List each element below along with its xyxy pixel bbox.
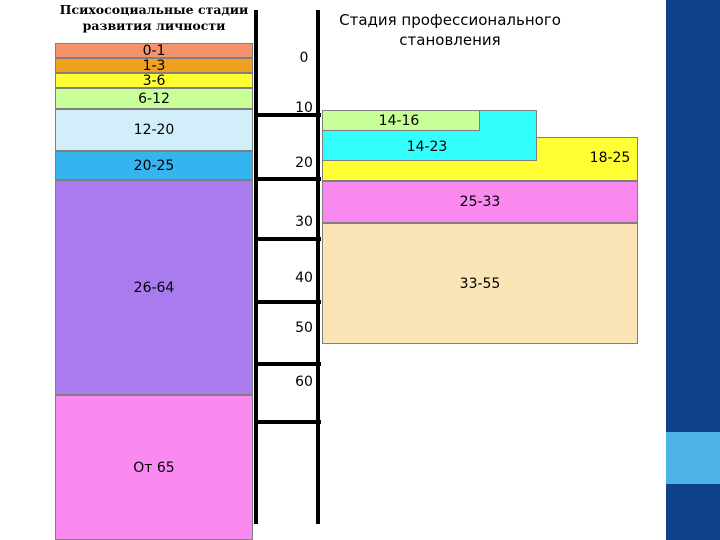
- ruler-tick-50: [254, 362, 321, 366]
- stage-band-26-64: 26-64: [55, 180, 253, 395]
- ruler-tick-30: [254, 237, 321, 241]
- prof-stage-33-55: [322, 223, 638, 344]
- stage-band-6-12: 6-12: [55, 88, 253, 109]
- professional-stages-title: Стадия профессионального становления: [339, 11, 561, 49]
- stage-band-label: 20-25: [133, 157, 175, 174]
- ruler-label-40: 40: [295, 270, 313, 286]
- side-stripe-dark-bottom: [666, 484, 720, 540]
- prof-stage-14-16: [322, 110, 480, 131]
- stage-band-label: 26-64: [133, 279, 175, 296]
- stage-band-label: От 65: [133, 459, 175, 476]
- prof-stage-label-14-23: 14-23: [406, 139, 448, 155]
- stage-band-label: 12-20: [133, 122, 175, 138]
- ruler-tick-10: [254, 113, 321, 117]
- ruler-label-20: 20: [295, 155, 313, 171]
- side-stripe-light: [666, 432, 720, 484]
- stage-band-label: 6-12: [138, 90, 170, 107]
- prof-stage-label-25-33: 25-33: [459, 194, 501, 210]
- ruler-label-30: 30: [295, 214, 313, 230]
- ruler-label-10: 10: [295, 100, 313, 116]
- prof-stage-label-18-25: 18-25: [589, 150, 631, 166]
- ruler-tick-60: [254, 420, 321, 424]
- psychosocial-stages-title: Психосоциальные стадии развития личности: [59, 2, 249, 33]
- prof-stage-25-33: [322, 181, 638, 223]
- prof-stage-label-33-55: 33-55: [459, 276, 501, 292]
- ruler-tick-40: [254, 300, 321, 304]
- ruler-label-0: 0: [299, 50, 309, 66]
- ruler-tick-20: [254, 177, 321, 181]
- stage-band-20-25: 20-25: [55, 151, 253, 180]
- stage-band-label: 0-1: [142, 42, 166, 59]
- stage-band-65-plus: От 65: [55, 395, 253, 540]
- side-stripe-dark-top: [666, 0, 720, 432]
- stage-band-label: 1-3: [142, 57, 166, 74]
- stage-band-1-3: 1-3: [55, 57, 253, 74]
- ruler-label-50: 50: [295, 320, 313, 336]
- stage-band-0-1: 0-1: [55, 42, 253, 59]
- ruler-label-60: 60: [295, 374, 313, 390]
- stage-band-label: 3-6: [142, 72, 166, 89]
- stage-band-3-6: 3-6: [55, 72, 253, 89]
- age-ruler: [254, 10, 320, 524]
- stage-band-12-20: 12-20: [55, 109, 253, 151]
- prof-stage-label-14-16: 14-16: [378, 113, 420, 129]
